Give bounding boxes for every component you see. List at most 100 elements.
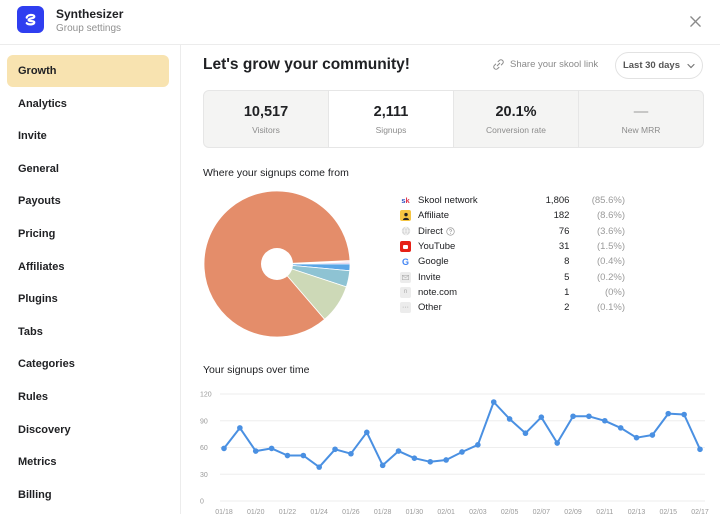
data-point[interactable] — [538, 414, 545, 420]
sidebar-item-payouts[interactable]: Payouts — [18, 195, 61, 208]
sidebar-item-plugins[interactable]: Plugins — [18, 293, 58, 306]
share-link-button[interactable]: Share your skool link — [492, 58, 598, 71]
header: Synthesizer Group settings — [0, 0, 720, 45]
source-percent: (0.1%) — [597, 302, 625, 314]
source-count: 2 — [564, 302, 570, 314]
sidebar-item-rules[interactable]: Rules — [18, 391, 48, 403]
source-count: 76 — [558, 225, 570, 237]
data-point[interactable] — [332, 446, 338, 453]
help-circle-icon[interactable] — [446, 227, 455, 236]
data-point[interactable] — [697, 446, 703, 453]
data-point[interactable] — [252, 448, 259, 454]
data-point[interactable] — [570, 413, 576, 420]
more-icon: ··· — [400, 302, 411, 314]
stat-signups[interactable]: 2,111 Signups — [329, 91, 454, 147]
source-row-note-com: n note.com 1 (0%) — [400, 285, 625, 300]
note-icon: n — [400, 286, 411, 298]
stat-label: Signups — [375, 124, 407, 135]
data-point[interactable] — [475, 442, 481, 448]
data-point[interactable] — [364, 429, 370, 436]
affiliate-icon — [400, 210, 411, 222]
date-range-value: Last 30 days — [622, 60, 681, 71]
source-name: Other — [418, 302, 442, 314]
data-point[interactable] — [379, 462, 386, 469]
source-name: Google — [418, 256, 449, 268]
source-count: 31 — [558, 241, 570, 253]
youtube-icon — [400, 241, 411, 253]
source-row-google: G Google 8 (0.4%) — [400, 254, 625, 269]
data-point[interactable] — [348, 450, 354, 457]
source-row-youtube: YouTube 31 (1.5%) — [400, 239, 625, 254]
y-tick-label: 60 — [200, 445, 208, 452]
sidebar-item-affiliates[interactable]: Affiliates — [18, 260, 65, 273]
data-point[interactable] — [268, 445, 275, 452]
data-point[interactable] — [490, 399, 497, 405]
timeline-title: Your signups over time — [203, 364, 310, 376]
y-tick-label: 120 — [200, 392, 212, 399]
sidebar-item-pricing[interactable]: Pricing — [18, 228, 56, 240]
sidebar-item-tabs[interactable]: Tabs — [18, 325, 43, 338]
data-point[interactable] — [427, 458, 434, 465]
sidebar-item-metrics[interactable]: Metrics — [18, 456, 57, 469]
data-point[interactable] — [395, 448, 402, 454]
y-tick-label: 0 — [200, 499, 204, 506]
data-point[interactable] — [586, 413, 592, 420]
data-point[interactable] — [506, 416, 513, 422]
y-tick-label: 30 — [200, 472, 208, 479]
data-point[interactable] — [300, 452, 307, 459]
data-point[interactable] — [522, 430, 529, 437]
donut-hole — [261, 248, 293, 280]
data-point[interactable] — [284, 452, 291, 459]
stat-conversion-rate[interactable]: 20.1% Conversion rate — [454, 91, 579, 147]
sidebar-item-categories[interactable]: Categories — [18, 358, 75, 371]
data-point[interactable] — [617, 425, 624, 431]
sidebar-item-analytics[interactable]: Analytics — [18, 97, 67, 110]
source-count: 5 — [564, 271, 570, 283]
data-point[interactable] — [316, 464, 322, 470]
data-point[interactable] — [411, 455, 418, 461]
data-point[interactable] — [649, 432, 656, 438]
stat-new-mrr[interactable]: — New MRR — [579, 91, 703, 147]
source-count: 1 — [564, 286, 570, 298]
x-tick-label: 01/26 — [342, 509, 360, 514]
sidebar-item-growth[interactable]: Growth — [7, 55, 169, 87]
data-point[interactable] — [554, 440, 560, 446]
source-name: note.com — [418, 286, 458, 298]
google-icon: G — [401, 256, 409, 267]
source-percent: (8.6%) — [597, 210, 625, 222]
stat-value: 2,111 — [373, 103, 409, 120]
data-point[interactable] — [443, 457, 449, 463]
source-percent: (3.6%) — [597, 225, 625, 237]
data-point[interactable] — [681, 411, 687, 418]
data-point[interactable] — [665, 410, 672, 417]
x-tick-label: 02/03 — [469, 509, 487, 514]
x-tick-label: 01/20 — [247, 509, 265, 514]
y-tick-label: 90 — [200, 418, 208, 425]
data-point[interactable] — [237, 425, 243, 431]
sidebar-item-discovery[interactable]: Discovery — [18, 423, 71, 436]
x-tick-label: 02/07 — [533, 509, 551, 514]
stat-value: 20.1% — [495, 103, 537, 120]
sidebar-item-invite[interactable]: Invite — [18, 130, 47, 143]
sidebar: Growth Analytics Invite General Payouts … — [0, 45, 181, 514]
x-tick-label: 01/22 — [279, 509, 297, 514]
source-row-direct: Direct 76 (3.6%) — [400, 224, 625, 239]
date-range-select[interactable]: Last 30 days — [615, 52, 703, 79]
data-point[interactable] — [633, 434, 640, 441]
globe-icon — [400, 226, 411, 237]
stat-label: New MRR — [621, 124, 661, 135]
sidebar-item-general[interactable]: General — [18, 162, 59, 175]
close-button[interactable] — [684, 10, 706, 32]
data-point[interactable] — [602, 417, 608, 424]
sidebar-item-billing[interactable]: Billing — [18, 488, 52, 501]
data-point[interactable] — [459, 449, 465, 455]
source-row-invite: Invite 5 (0.2%) — [400, 269, 625, 284]
data-point[interactable] — [221, 445, 227, 452]
source-row-other: ··· Other 2 (0.1%) — [400, 300, 625, 315]
page-title: Let's grow your community! — [203, 56, 410, 73]
stat-visitors[interactable]: 10,517 Visitors — [204, 91, 329, 147]
share-link-label: Share your skool link — [510, 59, 599, 70]
x-tick-label: 01/30 — [406, 509, 424, 514]
